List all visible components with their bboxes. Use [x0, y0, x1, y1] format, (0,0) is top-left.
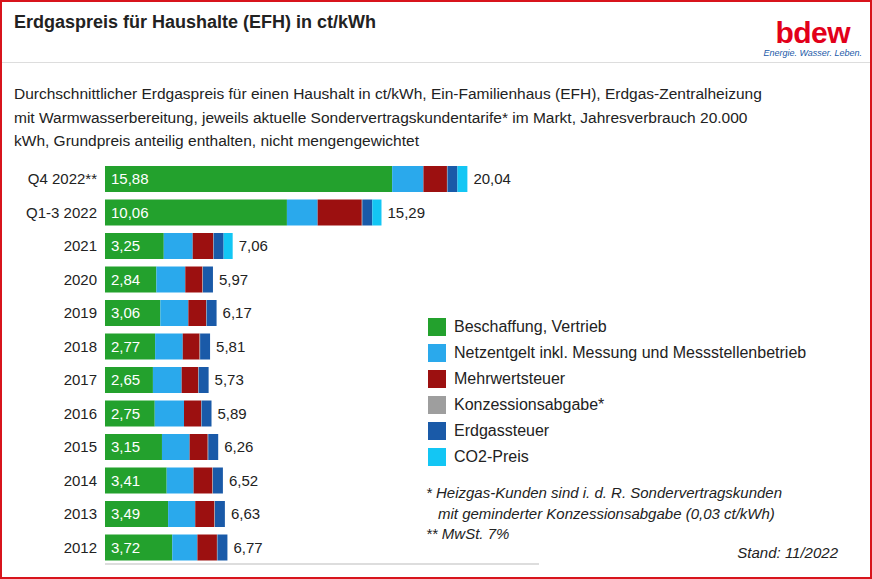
svg-text:Q4 2022**: Q4 2022** — [28, 170, 97, 187]
svg-text:6,17: 6,17 — [223, 304, 252, 321]
svg-text:2021: 2021 — [64, 237, 97, 254]
html-text:Beschaffung, Vertrieb: Beschaffung, Vertrieb — [454, 318, 607, 335]
svg-text:2020: 2020 — [64, 271, 97, 288]
svg-text:15,29: 15,29 — [387, 204, 425, 221]
svg-text:3,06: 3,06 — [111, 304, 140, 321]
svg-text:3,41: 3,41 — [111, 472, 140, 489]
svg-text:15,88: 15,88 — [111, 170, 149, 187]
svg-text:2015: 2015 — [64, 438, 97, 455]
svg-text:2018: 2018 — [64, 338, 97, 355]
svg-text:10,06: 10,06 — [111, 204, 149, 221]
svg-text:6,63: 6,63 — [231, 505, 260, 522]
svg-text:5,81: 5,81 — [216, 338, 245, 355]
svg-text:2019: 2019 — [64, 304, 97, 321]
svg-text:5,97: 5,97 — [219, 271, 248, 288]
html-text:* Heizgas-Kunden sind i. d. R.: * Heizgas-Kunden sind i. d. R. Sonderver… — [426, 484, 782, 501]
svg-text:20,04: 20,04 — [473, 170, 511, 187]
svg-text:5,73: 5,73 — [215, 371, 244, 388]
svg-text:5,89: 5,89 — [218, 405, 247, 422]
svg-text:2,77: 2,77 — [111, 338, 140, 355]
svg-text:3,72: 3,72 — [111, 539, 140, 556]
svg-text:6,26: 6,26 — [224, 438, 253, 455]
html-text:Durchschnittlicher Erdgaspreis: Durchschnittlicher Erdgaspreis für einen… — [14, 85, 762, 102]
svg-text:6,52: 6,52 — [229, 472, 258, 489]
html-text:bdew: bdew — [775, 16, 850, 49]
svg-text:7,06: 7,06 — [239, 237, 268, 254]
svg-text:3,15: 3,15 — [111, 438, 140, 455]
html-text:Mehrwertsteuer: Mehrwertsteuer — [454, 370, 566, 387]
html-text:Netzentgelt inkl. Messung und: Netzentgelt inkl. Messung und Messstelle… — [454, 344, 807, 361]
svg-text:2,65: 2,65 — [111, 371, 140, 388]
svg-text:2014: 2014 — [64, 472, 97, 489]
svg-text:3,25: 3,25 — [111, 237, 140, 254]
html-text:kWh, Grundpreis anteilig entha: kWh, Grundpreis anteilig enthalten, nich… — [14, 132, 419, 149]
html-text:Erdgassteuer: Erdgassteuer — [454, 422, 550, 439]
html-text:mit geminderter Konzessionsabg: mit geminderter Konzessionsabgabe (0,03 … — [438, 504, 775, 522]
html-text:CO2-Preis: CO2-Preis — [454, 448, 529, 465]
svg-text:6,77: 6,77 — [233, 539, 262, 556]
svg-text:3,49: 3,49 — [111, 505, 140, 522]
html-text:Stand: 11/2022: Stand: 11/2022 — [737, 544, 838, 561]
svg-text:2016: 2016 — [64, 405, 97, 422]
svg-text:2012: 2012 — [64, 539, 97, 556]
html-text:Konzessionsabgabe*: Konzessionsabgabe* — [454, 396, 605, 413]
svg-text:2,75: 2,75 — [111, 405, 140, 422]
html-text:mit Warmwasserbereitung, jewei: mit Warmwasserbereitung, jeweils aktuell… — [14, 108, 748, 126]
svg-text:2017: 2017 — [64, 371, 97, 388]
svg-text:2013: 2013 — [64, 505, 97, 522]
html-text:Erdgaspreis für Haushalte (EFH: Erdgaspreis für Haushalte (EFH) in ct/kW… — [14, 12, 377, 32]
svg-text:Q1-3 2022: Q1-3 2022 — [26, 204, 97, 221]
svg-text:2,84: 2,84 — [111, 271, 140, 288]
html-text:** MwSt. 7%: ** MwSt. 7% — [426, 525, 510, 542]
html-text:Energie. Wasser. Leben.: Energie. Wasser. Leben. — [763, 48, 862, 58]
